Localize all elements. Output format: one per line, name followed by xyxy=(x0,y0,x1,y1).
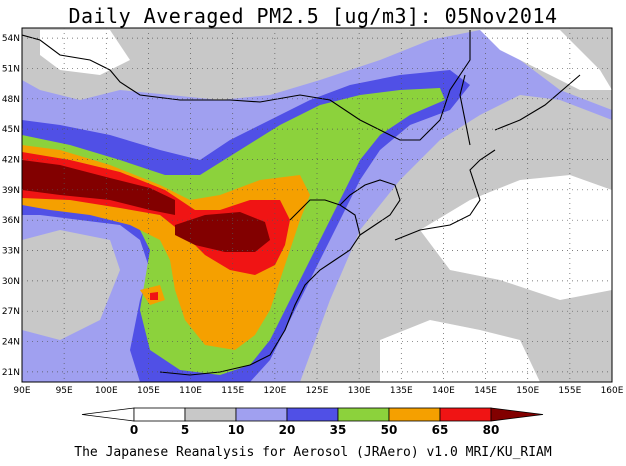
lon-label: 100E xyxy=(95,386,118,396)
lon-label: 135E xyxy=(390,386,413,396)
colorbar-level-label: 0 xyxy=(130,423,138,437)
colorbar-swatch xyxy=(184,407,237,422)
lat-label: 21N xyxy=(2,368,20,378)
colorbar-under-arrow xyxy=(81,407,135,422)
lat-label: 30N xyxy=(2,277,20,287)
colorbar-level-label: 35 xyxy=(330,423,347,437)
coastlines xyxy=(22,30,581,376)
map-title: Daily Averaged PM2.5 [ug/m3]: 05Nov2014 xyxy=(68,4,558,28)
lat-label: 36N xyxy=(2,216,20,226)
colorbar-swatch xyxy=(388,407,441,422)
field-darkred xyxy=(22,160,175,215)
lon-label: 160E xyxy=(601,386,624,396)
lat-label: 33N xyxy=(2,247,20,257)
lat-label: 27N xyxy=(2,307,20,317)
field-red-patch xyxy=(150,292,158,300)
field-white-south xyxy=(380,320,540,382)
colorbar: 0 5 10 20 35 50 65 80 xyxy=(81,407,544,437)
longitude-labels: 90E 95E 100E 105E 110E 115E 120E 125E 130E 135E 14… xyxy=(13,386,623,396)
colorbar-swatch xyxy=(439,407,492,422)
colorbar-level-label: 65 xyxy=(432,423,449,437)
lat-label: 51N xyxy=(2,64,20,74)
lat-label: 48N xyxy=(2,95,20,105)
lat-label: 42N xyxy=(2,155,20,165)
colorbar-level-label: 80 xyxy=(483,423,500,437)
colorbar-level-label: 5 xyxy=(181,423,189,437)
field-white-ocean xyxy=(420,175,612,300)
lat-label: 24N xyxy=(2,338,20,348)
colorbar-swatch xyxy=(235,407,288,422)
latitude-labels: 54N 51N 48N 45N 42N 39N 36N 33N 30N 27N 24N 21N xyxy=(2,34,20,378)
colorbar-swatch xyxy=(286,407,339,422)
colorbar-over-arrow xyxy=(490,407,544,422)
lon-label: 90E xyxy=(13,386,30,396)
lon-label: 120E xyxy=(263,386,286,396)
colorbar-level-label: 50 xyxy=(381,423,398,437)
colorbar-swatch xyxy=(133,407,186,422)
lat-label: 54N xyxy=(2,34,20,44)
lon-label: 145E xyxy=(474,386,497,396)
lon-label: 125E xyxy=(306,386,329,396)
lon-label: 95E xyxy=(56,386,73,396)
lon-label: 150E xyxy=(516,386,539,396)
lon-label: 130E xyxy=(348,386,371,396)
field-white-northeast xyxy=(480,30,612,90)
colorbar-level-label: 20 xyxy=(279,423,296,437)
field-grey-west xyxy=(22,230,120,340)
lon-label: 140E xyxy=(432,386,455,396)
field-darkred-center xyxy=(175,212,270,252)
lat-label: 45N xyxy=(2,125,20,135)
lon-label: 155E xyxy=(558,386,581,396)
footer-credit: The Japanese Reanalysis for Aerosol (JRA… xyxy=(74,445,552,460)
colorbar-swatch xyxy=(337,407,390,422)
concentration-field xyxy=(22,28,612,382)
field-white-north xyxy=(40,30,130,75)
lon-label: 110E xyxy=(179,386,202,396)
lat-label: 39N xyxy=(2,186,20,196)
colorbar-level-label: 10 xyxy=(228,423,245,437)
lon-label: 115E xyxy=(221,386,244,396)
graticule xyxy=(22,28,612,382)
lon-label: 105E xyxy=(137,386,160,396)
